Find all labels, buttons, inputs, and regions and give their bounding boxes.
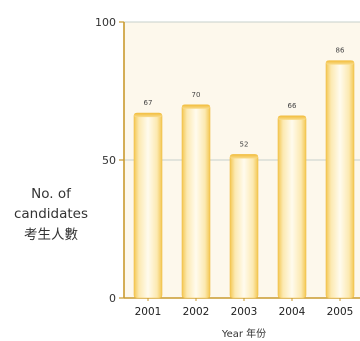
category-label-2002: 2002: [183, 306, 210, 318]
category-label-2005: 2005: [327, 306, 354, 318]
y-axis-label-line-2: candidates: [14, 206, 88, 222]
bar-2004: [277, 115, 307, 299]
category-label-2003: 2003: [231, 306, 258, 318]
bar-2005: [325, 60, 355, 299]
data-label-2004: 66: [288, 102, 297, 110]
y-tick-label-50: 50: [102, 154, 116, 167]
bar-cap-2002: [182, 104, 210, 109]
y-tick-label-0: 0: [109, 292, 116, 305]
bars-group: [133, 60, 355, 299]
bar-2002: [181, 104, 211, 299]
bar-2003: [229, 154, 259, 299]
y-axis-label-line-1: No. of: [31, 186, 72, 202]
bar-cap-2001: [134, 113, 162, 118]
category-label-2004: 2004: [279, 306, 306, 318]
category-label-2001: 2001: [135, 306, 162, 318]
data-label-2003: 52: [240, 140, 249, 148]
bar-cap-2005: [326, 60, 354, 65]
data-labels-group: 67 70 52 66 86: [144, 47, 345, 149]
bar-2001: [133, 112, 163, 299]
data-label-2001: 67: [144, 99, 153, 107]
y-tick-label-100: 100: [95, 16, 116, 29]
bar-cap-2003: [230, 154, 258, 159]
category-labels-group: 2001 2002 2003 2004 2005: [135, 298, 354, 318]
data-label-2005: 86: [336, 47, 345, 55]
y-axis-label-line-3: 考生人數: [24, 227, 78, 243]
bar-cap-2004: [278, 115, 306, 120]
data-label-2002: 70: [192, 91, 201, 99]
x-axis-label: Year 年份: [221, 327, 266, 340]
